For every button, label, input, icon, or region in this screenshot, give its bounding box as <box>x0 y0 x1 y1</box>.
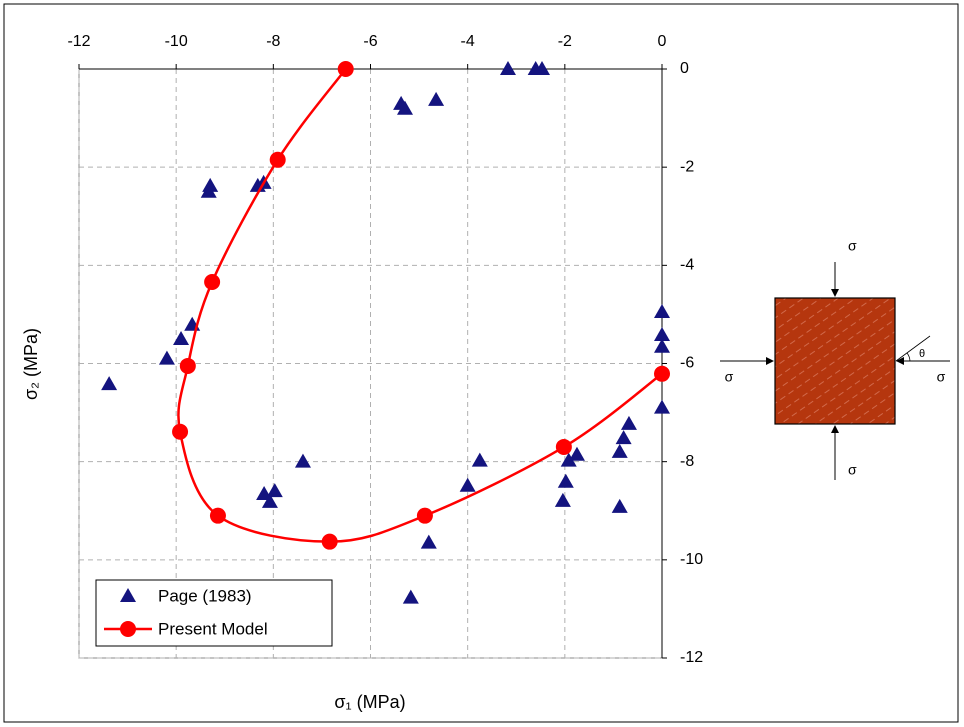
point <box>416 507 433 524</box>
point <box>533 61 550 75</box>
y-tick-label: -12 <box>680 649 703 666</box>
point <box>428 91 445 106</box>
point <box>200 183 217 198</box>
x-tick-label: 0 <box>658 33 667 50</box>
y-tick-label: -2 <box>680 158 694 175</box>
point <box>611 498 628 513</box>
point <box>420 534 437 549</box>
x-tick-label: -12 <box>67 33 90 50</box>
arrowhead <box>831 289 839 297</box>
legend-label: Page (1983) <box>158 586 252 605</box>
angle-arc <box>906 352 911 362</box>
point <box>554 492 571 507</box>
point <box>615 430 632 445</box>
point <box>557 473 574 488</box>
x-tick-label: -4 <box>461 33 475 50</box>
legend-marker <box>120 588 136 602</box>
x-tick-label: -8 <box>266 33 280 50</box>
point <box>337 61 354 77</box>
load-label: σ <box>848 238 857 254</box>
point <box>294 453 311 468</box>
y-axis-label: σ₂ (MPa) <box>21 328 41 400</box>
point <box>321 533 338 550</box>
point <box>266 483 283 498</box>
point <box>620 415 637 430</box>
point <box>560 452 577 467</box>
x-tick-label: -6 <box>363 33 377 50</box>
inset-diagram: σ σ σ σ θ <box>720 238 950 480</box>
specimen <box>774 297 896 425</box>
arrowhead <box>831 425 839 433</box>
point <box>459 477 476 492</box>
y-tick-label: -8 <box>680 453 694 470</box>
legend-box <box>95 579 333 647</box>
point <box>654 338 670 353</box>
point <box>402 589 419 604</box>
x-tick-label: -10 <box>165 33 188 50</box>
y-tick-label: -6 <box>680 355 694 372</box>
x-axis-label: σ₁ (MPa) <box>334 692 405 712</box>
series-line <box>177 68 663 543</box>
legend-label: Present Model <box>158 619 268 638</box>
load-label: σ <box>848 462 857 478</box>
point <box>204 274 221 291</box>
load-label: σ <box>937 369 946 385</box>
arrowhead <box>896 357 904 365</box>
point <box>261 493 278 508</box>
point <box>568 446 585 461</box>
point <box>611 443 628 458</box>
angle-label: θ <box>919 348 925 360</box>
point <box>172 423 189 440</box>
point <box>179 357 196 374</box>
y-tick-label: 0 <box>680 60 689 77</box>
point <box>654 303 670 318</box>
point <box>173 330 190 345</box>
arrowhead <box>766 357 774 365</box>
point <box>101 376 118 391</box>
point <box>654 365 670 382</box>
point <box>654 327 670 342</box>
point <box>158 350 175 365</box>
point <box>654 399 670 414</box>
y-tick-label: -10 <box>680 551 703 568</box>
legend: Page (1983) Present Model <box>95 579 333 647</box>
y-tick-label: -4 <box>680 257 694 274</box>
legend-marker <box>120 621 136 637</box>
angle-line <box>895 335 931 362</box>
point <box>555 438 572 455</box>
x-tick-label: -2 <box>558 33 572 50</box>
point <box>269 151 286 168</box>
point <box>471 452 488 467</box>
frame <box>3 3 959 723</box>
load-label: σ <box>725 369 734 385</box>
point <box>396 100 413 115</box>
point <box>499 61 516 75</box>
point <box>209 507 226 524</box>
